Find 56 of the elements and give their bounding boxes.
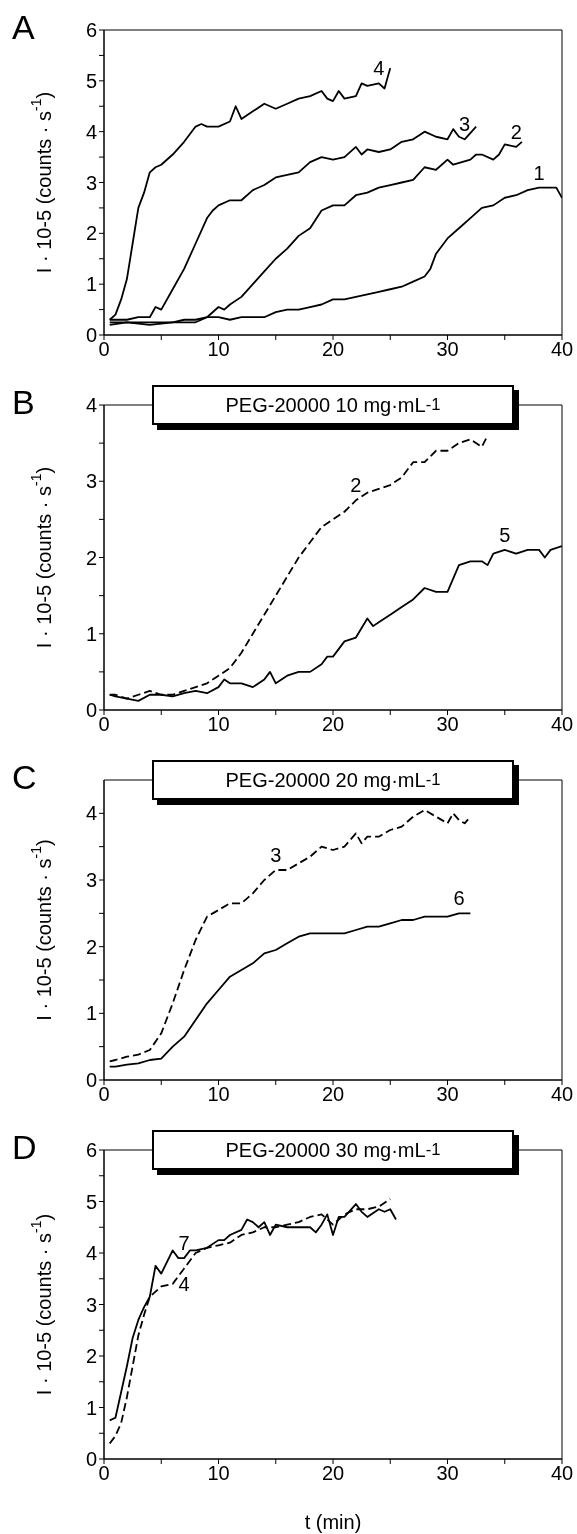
- y-tick-label: 3: [85, 470, 97, 493]
- y-tick-label: 2: [85, 1345, 97, 1368]
- x-tick-label: 30: [436, 1462, 459, 1485]
- annotation: 6: [453, 887, 465, 910]
- y-tick-label: 0: [85, 1069, 97, 1092]
- y-tick-label: 0: [85, 699, 97, 722]
- x-tick-label: 10: [207, 713, 230, 736]
- y-tick-label: 2: [85, 222, 97, 245]
- x-axis-title: t (min): [304, 1511, 362, 1533]
- y-tick-label: 6: [85, 19, 97, 42]
- chart-title: D: [12, 1128, 37, 1167]
- x-tick-label: 40: [550, 338, 574, 361]
- chart-title: A: [12, 8, 35, 47]
- x-tick-label: 20: [321, 1083, 345, 1106]
- y-tick-label: 5: [85, 69, 97, 92]
- annotation: 7: [178, 1232, 190, 1255]
- y-tick-label: 4: [85, 120, 97, 143]
- line-series: [108, 912, 472, 1068]
- x-tick-label: 20: [321, 713, 345, 736]
- annotation: 2: [510, 120, 522, 143]
- annotation: 5: [499, 523, 511, 546]
- y-tick-label: 4: [85, 1242, 97, 1265]
- y-tick-label: 3: [85, 171, 97, 194]
- y-tick-label: 0: [85, 324, 97, 347]
- y-tick-label: 3: [85, 869, 97, 892]
- x-tick-label: 20: [321, 338, 345, 361]
- x-tick-label: 40: [550, 1462, 574, 1485]
- y-tick-label: 3: [85, 1293, 97, 1316]
- annotation: 4: [373, 57, 385, 80]
- x-tick-label: 20: [321, 1462, 345, 1485]
- x-tick-label: 30: [436, 1083, 459, 1106]
- y-tick-label: 1: [85, 1002, 97, 1025]
- y-tick-label: 6: [85, 1139, 97, 1162]
- annotation: 3: [270, 844, 282, 866]
- y-tick-label: 4: [85, 394, 97, 417]
- chart-title: B: [12, 383, 35, 422]
- y-tick-label: 1: [85, 622, 97, 645]
- y-tick-label: 2: [85, 935, 97, 958]
- annotation: 4: [178, 1272, 190, 1295]
- annotation: 2: [350, 474, 362, 497]
- x-tick-label: 40: [550, 713, 574, 736]
- y-tick-label: 4: [85, 802, 97, 825]
- y-tick-label: 0: [85, 1448, 97, 1471]
- x-tick-label: 10: [207, 1083, 230, 1106]
- y-tick-label: 5: [85, 1190, 97, 1213]
- x-tick-label: 10: [207, 338, 230, 361]
- y-tick-label: 1: [85, 273, 97, 296]
- x-tick-label: 40: [550, 1083, 574, 1106]
- x-tick-label: 30: [436, 338, 459, 361]
- x-tick-label: 10: [207, 1462, 230, 1485]
- annotation: 1: [533, 161, 545, 184]
- y-tick-label: 1: [85, 1396, 97, 1419]
- annotation: 3: [459, 113, 471, 136]
- y-tick-label: 2: [85, 546, 97, 569]
- chart-title: C: [12, 758, 37, 797]
- x-tick-label: 30: [436, 713, 459, 736]
